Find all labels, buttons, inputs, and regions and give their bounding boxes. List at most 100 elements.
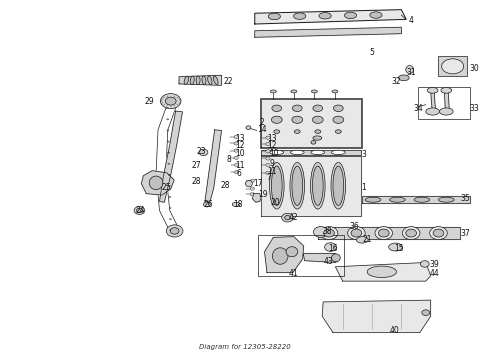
Ellipse shape [291, 150, 304, 154]
Ellipse shape [234, 135, 239, 139]
Ellipse shape [234, 149, 239, 152]
Ellipse shape [315, 130, 321, 134]
Ellipse shape [208, 76, 212, 85]
Ellipse shape [168, 163, 170, 164]
Ellipse shape [250, 193, 254, 196]
Ellipse shape [250, 187, 254, 190]
Ellipse shape [160, 94, 181, 109]
Polygon shape [252, 194, 261, 202]
Ellipse shape [266, 171, 270, 175]
Text: 23: 23 [196, 147, 206, 156]
Text: 22: 22 [223, 77, 233, 86]
Polygon shape [261, 149, 361, 155]
Text: 40: 40 [390, 326, 399, 335]
Ellipse shape [199, 149, 208, 156]
Ellipse shape [270, 150, 284, 154]
Ellipse shape [402, 226, 420, 239]
Polygon shape [255, 10, 406, 24]
Text: 28: 28 [191, 176, 201, 185]
Text: 14: 14 [257, 125, 267, 134]
Ellipse shape [234, 156, 239, 159]
Ellipse shape [266, 157, 270, 160]
Ellipse shape [292, 116, 303, 123]
Ellipse shape [169, 197, 171, 198]
Ellipse shape [149, 176, 163, 190]
Text: 43: 43 [323, 257, 333, 266]
Ellipse shape [274, 130, 280, 134]
Text: 30: 30 [470, 64, 480, 73]
Ellipse shape [213, 76, 218, 85]
Text: 3: 3 [361, 150, 366, 159]
Ellipse shape [313, 116, 323, 123]
Ellipse shape [331, 162, 345, 209]
Ellipse shape [234, 142, 239, 145]
Ellipse shape [406, 229, 416, 237]
Text: 11: 11 [267, 167, 276, 176]
Ellipse shape [170, 219, 172, 220]
Ellipse shape [166, 108, 168, 109]
Ellipse shape [266, 143, 270, 146]
Polygon shape [205, 130, 221, 202]
Text: 12: 12 [235, 141, 245, 150]
Text: 27: 27 [191, 161, 201, 170]
Polygon shape [444, 91, 449, 111]
Ellipse shape [365, 197, 381, 202]
Text: 1: 1 [361, 183, 366, 192]
Ellipse shape [390, 197, 405, 202]
Text: 38: 38 [322, 228, 332, 237]
Ellipse shape [170, 230, 172, 231]
Text: 37: 37 [460, 229, 470, 238]
Ellipse shape [246, 126, 251, 130]
Ellipse shape [311, 162, 325, 209]
Text: 39: 39 [430, 260, 440, 269]
Ellipse shape [282, 213, 294, 222]
Text: 19: 19 [258, 190, 268, 199]
Text: 6: 6 [237, 169, 242, 178]
Ellipse shape [313, 166, 323, 206]
Ellipse shape [165, 97, 176, 105]
Text: 11: 11 [235, 161, 245, 170]
Text: 12: 12 [267, 141, 276, 150]
Ellipse shape [285, 216, 291, 220]
Ellipse shape [414, 197, 430, 202]
Ellipse shape [351, 229, 362, 237]
Ellipse shape [389, 243, 402, 251]
Ellipse shape [333, 166, 343, 206]
Ellipse shape [356, 237, 368, 243]
Ellipse shape [319, 13, 331, 19]
Text: 18: 18 [233, 200, 242, 209]
Text: 24: 24 [135, 206, 145, 215]
Text: 5: 5 [369, 48, 374, 57]
Polygon shape [255, 27, 401, 37]
Bar [260, 98, 362, 148]
Text: 29: 29 [145, 96, 154, 105]
Ellipse shape [314, 226, 328, 237]
Ellipse shape [333, 105, 343, 112]
Ellipse shape [203, 202, 210, 207]
Ellipse shape [312, 90, 318, 93]
Text: 21: 21 [362, 235, 372, 244]
Ellipse shape [271, 166, 282, 206]
Text: 2: 2 [260, 118, 265, 127]
Text: 10: 10 [235, 149, 245, 158]
Polygon shape [304, 253, 338, 262]
Ellipse shape [427, 87, 438, 93]
Ellipse shape [232, 202, 240, 207]
Ellipse shape [270, 90, 276, 93]
Bar [438, 56, 467, 76]
Ellipse shape [375, 226, 392, 239]
Ellipse shape [290, 162, 305, 209]
Ellipse shape [440, 108, 453, 115]
Ellipse shape [433, 229, 444, 237]
Ellipse shape [331, 254, 340, 262]
Text: 36: 36 [349, 222, 359, 231]
Ellipse shape [134, 207, 145, 215]
Ellipse shape [294, 13, 306, 19]
Ellipse shape [332, 90, 338, 93]
Text: 10: 10 [270, 149, 279, 158]
Text: 35: 35 [460, 194, 470, 203]
Ellipse shape [166, 225, 183, 237]
Ellipse shape [286, 247, 298, 257]
Polygon shape [362, 197, 470, 203]
Text: 20: 20 [271, 198, 280, 207]
